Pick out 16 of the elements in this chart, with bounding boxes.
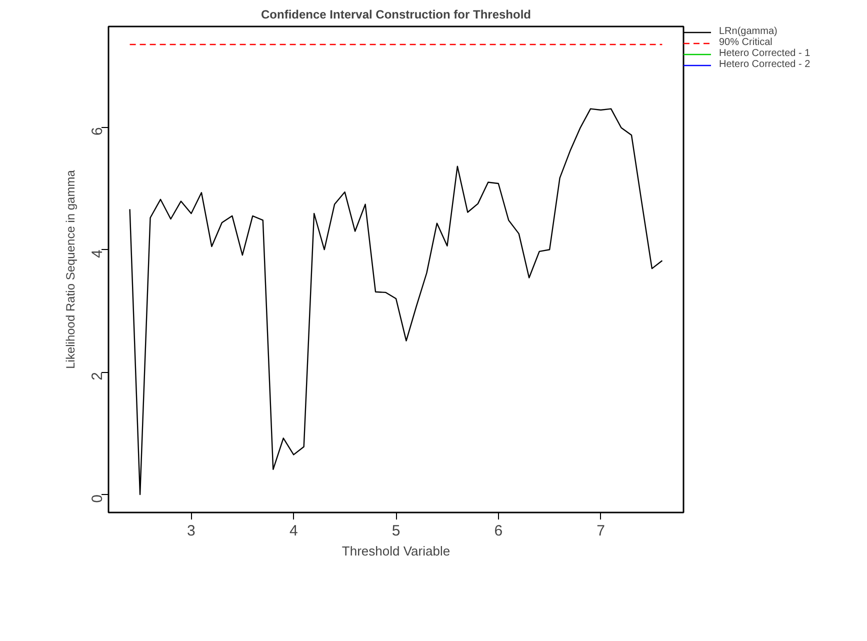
chart-title: Confidence Interval Construction for Threshold bbox=[260, 8, 532, 22]
y-axis-title: Likelihood Ratio Sequence in gamma bbox=[64, 170, 78, 369]
legend-label: LRn(gamma) bbox=[719, 26, 778, 37]
x-axis-title: Threshold Variable bbox=[342, 544, 450, 558]
x-tick-label: 6 bbox=[494, 522, 503, 540]
legend-label: 90% Critical bbox=[719, 37, 772, 48]
y-tick-label: 2 bbox=[89, 372, 106, 380]
legend-label: Hetero Corrected - 2 bbox=[719, 59, 810, 70]
x-tick-label: 4 bbox=[289, 522, 298, 540]
x-tick-label: 3 bbox=[187, 522, 196, 540]
legend-label: Hetero Corrected - 1 bbox=[719, 48, 810, 59]
y-tick-label: 4 bbox=[89, 250, 106, 258]
y-tick-label: 0 bbox=[89, 494, 106, 503]
y-tick-label: 6 bbox=[89, 127, 106, 136]
x-tick-label: 7 bbox=[596, 522, 605, 540]
x-tick-label: 5 bbox=[392, 522, 400, 540]
